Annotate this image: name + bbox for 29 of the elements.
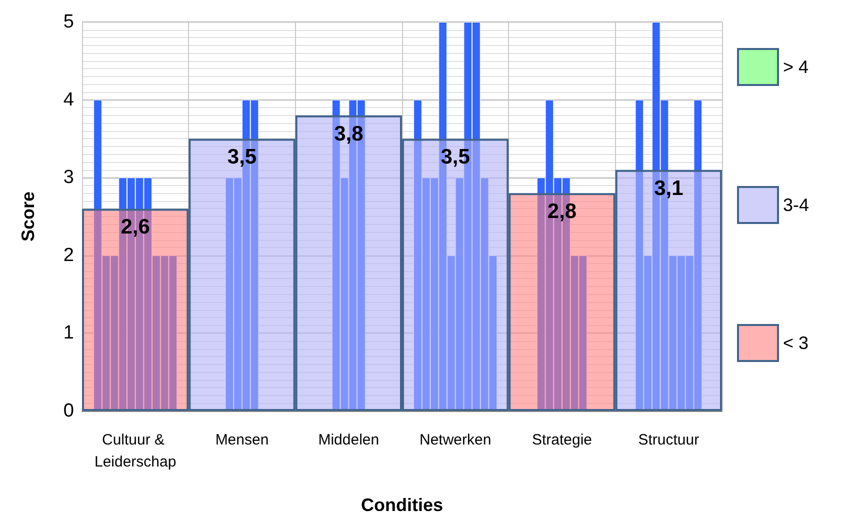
legend-label: > 4 <box>783 57 809 77</box>
y-tick-label: 0 <box>63 400 74 422</box>
y-tick-label: 4 <box>63 89 74 110</box>
x-tick-label: Netwerken <box>419 432 492 448</box>
y-tick-label: 5 <box>63 12 74 32</box>
legend-label: 3-4 <box>783 195 810 215</box>
bar <box>188 138 296 411</box>
y-axis-title: Score <box>18 191 38 242</box>
bar <box>615 170 722 411</box>
x-tick-label: Middelen <box>318 432 380 448</box>
bar <box>295 115 402 411</box>
x-tick-label: Mensen <box>215 432 269 448</box>
bar <box>402 138 509 411</box>
data-label: 3,1 <box>654 176 684 200</box>
x-tick-label: Strategie <box>532 432 592 448</box>
x-tick-label: Structuur <box>638 432 700 448</box>
y-tick-label: 2 <box>63 244 74 266</box>
y-tick-label: 1 <box>63 322 74 344</box>
data-label: 3,8 <box>334 122 364 146</box>
legend-label: < 3 <box>783 333 809 353</box>
data-label: 3,5 <box>440 146 470 169</box>
x-axis-title: Condities <box>360 495 444 515</box>
bar <box>508 193 616 411</box>
bar <box>82 208 189 411</box>
data-label: 3,5 <box>227 146 257 169</box>
data-label: 2,6 <box>120 216 150 239</box>
y-tick-label: 3 <box>63 167 74 188</box>
x-tick-label: Cultuur & Leiderschap <box>94 432 176 470</box>
data-label: 2,8 <box>547 200 577 224</box>
